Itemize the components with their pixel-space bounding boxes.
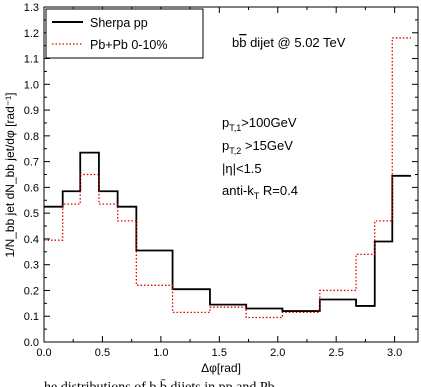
annotation-pt2: pT,2 >15GeV [222,138,293,156]
x-tick-label: 1.5 [212,347,227,359]
annotation-algo: anti-kT R=0.4 [222,183,298,201]
x-tick-label: 3.0 [387,347,402,359]
annotations: bb dijet @ 5.02 TeV pT,1>100GeV pT,2 >15… [222,35,346,201]
y-tick-label: 1.0 [24,79,39,91]
x-tick-label: 0.0 [36,347,51,359]
series-line-1 [44,37,411,319]
annotation-process: bb dijet @ 5.02 TeV [232,35,346,50]
series-line-0 [44,151,411,312]
annotation-pt1: pT,1>100GeV [222,115,297,133]
annotation-eta: |η|<1.5 [222,161,262,176]
y-tick-label: 0.6 [24,182,39,194]
y-tick-label: 1.2 [24,28,39,40]
y-tick-label: 0.2 [24,285,39,297]
figure-caption: he distributions of b b̄ dijets in pp an… [44,379,275,387]
y-tick-label: 1.1 [24,54,39,66]
x-axis-title: Δφ[rad] [201,361,241,375]
y-tick-label: 0.5 [24,208,39,220]
y-tick-label: 0.8 [24,131,39,143]
x-tick-label: 1.0 [153,347,168,359]
y-tick-label: 1.3 [24,2,39,14]
y-axis-title: 1/N_bb jet dN_bb jet/dφ [rad⁻¹] [3,93,17,258]
legend-label-pbpb: Pb+Pb 0-10% [90,38,167,52]
y-tick-label: 0.9 [24,105,39,117]
legend-label-sherpa-pp: Sherpa pp [90,16,148,30]
x-tick-label: 0.5 [95,347,110,359]
legend: Sherpa pp Pb+Pb 0-10% [45,8,204,59]
series-1 [44,37,411,319]
axis-ticks: 0.0 0.5 1.0 1.5 2.0 2.5 3.0 0.0 0.1 0.2 0.3 0.4 0.5 0… [24,2,418,359]
x-tick-label: 2.0 [270,347,285,359]
y-tick-label: 0.7 [24,157,39,169]
y-tick-label: 0.3 [24,260,39,272]
y-tick-label: 0.0 [24,337,39,349]
y-tick-label: 0.4 [24,234,39,246]
series-layer [44,37,411,319]
y-tick-label: 0.1 [24,311,39,323]
x-tick-label: 2.5 [329,347,344,359]
legend-box [45,8,204,59]
series-0 [44,151,411,312]
